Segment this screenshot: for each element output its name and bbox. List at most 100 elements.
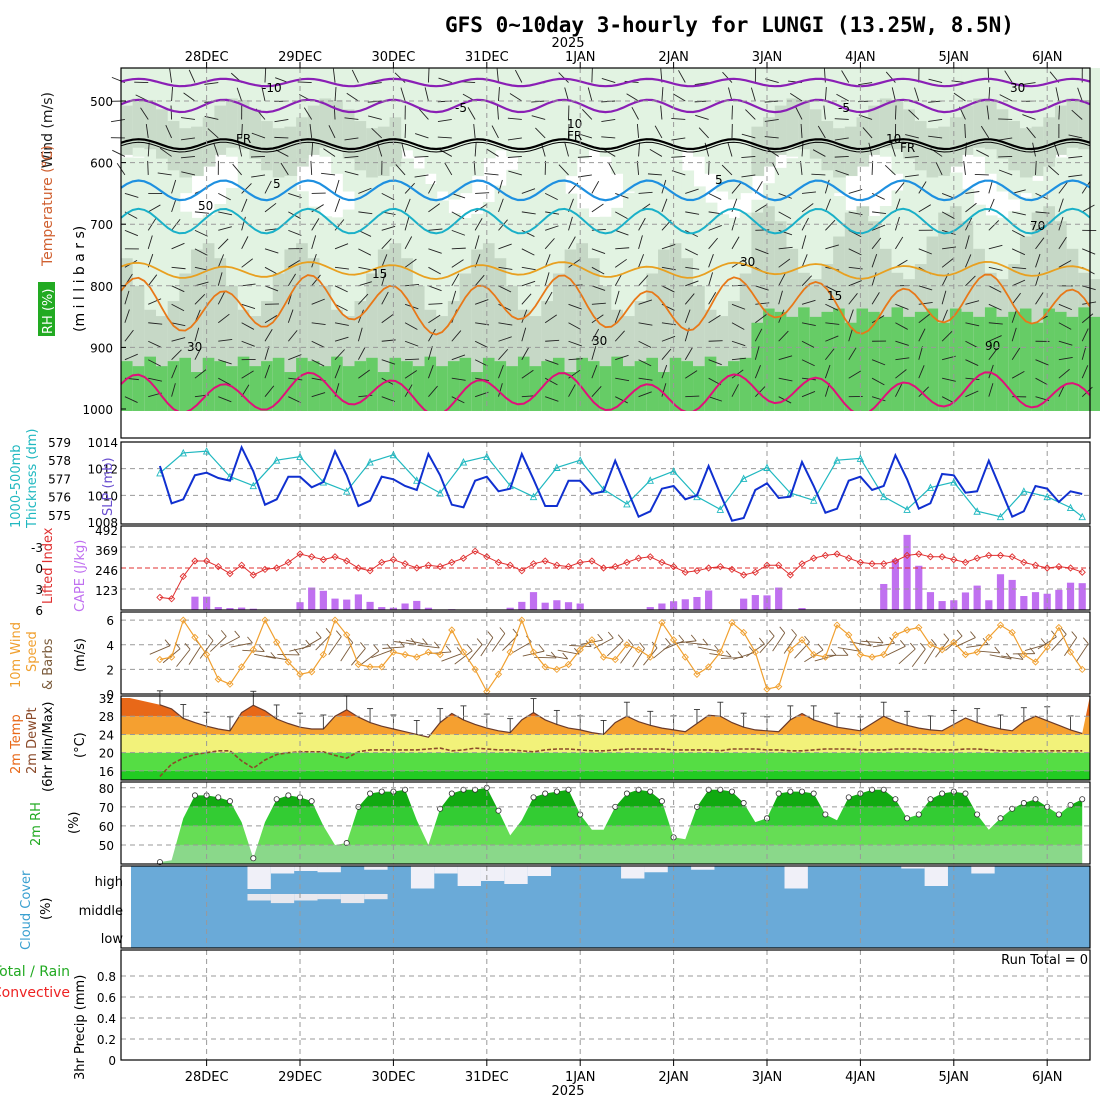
- cloud-mid-bar: [247, 894, 271, 901]
- cape-bar: [518, 601, 526, 610]
- wind-barb: [145, 124, 149, 139]
- ylabel-temp-units: (°C): [73, 732, 88, 758]
- wind-barb: [1011, 309, 1018, 323]
- rh-band-green: [704, 356, 718, 411]
- stability-frame: [120, 525, 1091, 611]
- wind-barb: [638, 377, 653, 381]
- wind-barb: [823, 105, 826, 120]
- wind-barb: [444, 162, 453, 176]
- wind-barb: [977, 650, 1000, 654]
- wind-barb: [1058, 105, 1061, 120]
- wind-barb: [1022, 114, 1036, 120]
- wind-barb: [344, 137, 359, 141]
- wind-barb: [731, 236, 740, 250]
- thickness-marker: [1020, 487, 1028, 495]
- wind-barb: [521, 229, 535, 237]
- wind-speed-marker: [926, 641, 935, 649]
- wind-barb: [868, 142, 873, 157]
- wind-barb: [171, 285, 185, 293]
- wind-barb-flag: [386, 643, 393, 651]
- lifted-index-marker: [214, 562, 222, 571]
- wind-barb: [171, 179, 177, 194]
- lifted-index-marker: [786, 571, 794, 579]
- rh-marker: [437, 805, 444, 812]
- wind-barb: [288, 229, 302, 236]
- wind-barb: [568, 303, 582, 310]
- wind-barb: [358, 266, 373, 271]
- ylabel-cape: CAPE (J/kg): [73, 540, 88, 612]
- pressure-tick-label: 900: [90, 341, 113, 355]
- wind-barb: [564, 87, 569, 102]
- wind-barb: [148, 377, 163, 382]
- thickness-marker: [973, 507, 981, 515]
- wind-barb: [140, 107, 149, 120]
- wind-barb: [661, 364, 668, 379]
- wind-speed-marker: [1043, 643, 1051, 651]
- wind-barb: [685, 211, 700, 215]
- run-total: Run Total = 0: [1001, 953, 1088, 968]
- rh-marker: [904, 815, 911, 822]
- isotherm-freezing: [120, 138, 1091, 151]
- wind-barb-flag: [956, 629, 963, 637]
- wind-barb: [451, 259, 464, 268]
- rh-band-mid: [342, 109, 356, 159]
- wind-barb: [1068, 134, 1083, 139]
- thickness-line: [159, 450, 1083, 518]
- wind-barb-flag: [842, 648, 849, 656]
- precip-tick-label: 0.2: [97, 1033, 116, 1047]
- cape-bar: [249, 608, 257, 610]
- wind-barb: [288, 192, 302, 199]
- wind-barb: [218, 396, 232, 403]
- wind-barb: [451, 330, 462, 342]
- wind-barb: [697, 646, 720, 652]
- wind-barb: [1011, 347, 1021, 360]
- rh-band-mid: [879, 98, 893, 148]
- wind-barb: [358, 187, 372, 194]
- wind-speed-marker: [996, 621, 1005, 629]
- rh-marker: [775, 790, 782, 797]
- lifted-index-marker: [494, 558, 503, 567]
- cloud-grid: [206, 866, 1048, 948]
- temp2m-frame: [120, 695, 1091, 781]
- wind-barb: [614, 258, 627, 268]
- isotherm-minus5: [120, 98, 1091, 114]
- thickness-marker: [459, 458, 468, 466]
- lifted-index-marker: [541, 557, 549, 565]
- cape-bar: [950, 600, 958, 610]
- wind-barb: [918, 181, 927, 194]
- lifted-index-marker: [343, 557, 351, 565]
- wind-barb: [731, 357, 746, 361]
- wind-barb: [311, 298, 325, 305]
- lifted-index-marker: [658, 558, 666, 567]
- lifted-index-marker: [1008, 553, 1016, 561]
- rh-band-mid: [868, 105, 881, 155]
- rh-band: [159, 825, 1083, 845]
- wind-barb: [181, 137, 195, 141]
- wind-barb: [848, 293, 858, 305]
- wind-barb: [771, 162, 780, 176]
- wind-barb: [1035, 253, 1041, 268]
- wind-barb: [521, 280, 536, 287]
- rh-band-mid: [1054, 105, 1068, 155]
- wind-speed-marker: [775, 682, 783, 691]
- wind-barb: [708, 291, 717, 305]
- cape-bar: [926, 592, 935, 610]
- cloud-high-bar: [784, 866, 808, 889]
- wind-barb: [678, 70, 686, 83]
- precip-panel: 0.8 0.6 0.4 0.2 0 Run Total = 0 Total / Rain…: [0, 949, 1091, 1080]
- wind-barb-flag: [702, 638, 709, 646]
- rh-marker: [1009, 805, 1016, 812]
- thickness-marker: [833, 456, 841, 464]
- contour-label: 50: [198, 199, 213, 213]
- wind-barb: [159, 147, 172, 157]
- ylabel-thickness: 1000-500mb: [9, 444, 24, 528]
- wind-barb: [904, 174, 919, 178]
- rh-marker: [215, 794, 222, 801]
- wind-barb: [368, 115, 382, 120]
- wind-barb: [638, 391, 652, 398]
- wind-barb: [918, 365, 925, 379]
- wind-barb: [755, 203, 768, 213]
- wind-barb: [171, 303, 185, 312]
- rh-band-green: [984, 307, 998, 411]
- cloud-mid-bar: [270, 894, 295, 904]
